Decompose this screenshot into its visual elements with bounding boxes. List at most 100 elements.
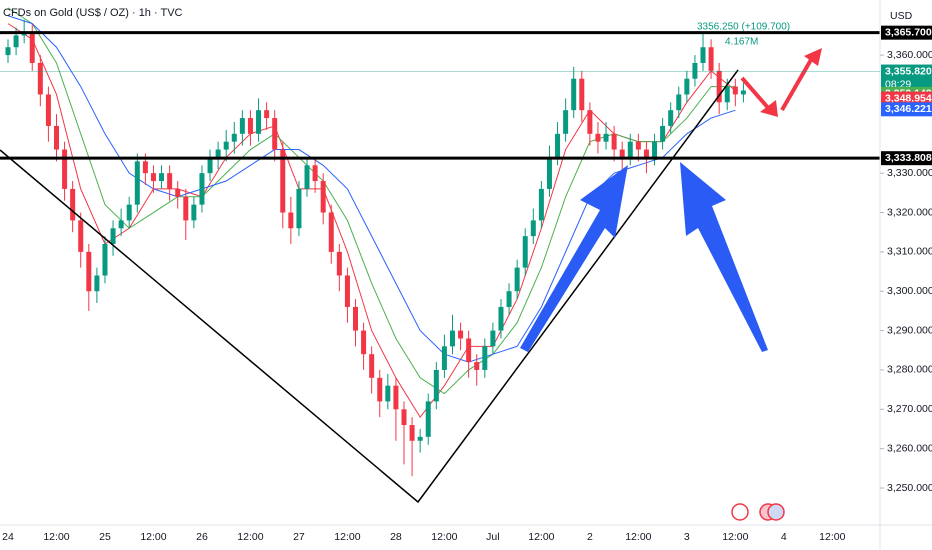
candle-body bbox=[417, 436, 423, 441]
candle-body bbox=[29, 31, 35, 63]
plot-area bbox=[5, 7, 746, 477]
level-tag bbox=[881, 25, 932, 40]
candle-body bbox=[344, 275, 350, 307]
candle-body bbox=[377, 377, 383, 402]
x-tick-label: 12:00 bbox=[140, 531, 166, 543]
candle-body bbox=[118, 220, 124, 229]
x-tick-label: 12:00 bbox=[528, 531, 554, 543]
x-tick-label: 26 bbox=[196, 531, 208, 543]
blue-arrow bbox=[680, 162, 768, 352]
candle-body bbox=[142, 161, 148, 174]
candle-body bbox=[474, 362, 480, 370]
candle-body bbox=[401, 409, 407, 426]
candle-body bbox=[490, 330, 496, 347]
candle-body bbox=[385, 385, 391, 402]
candle-body bbox=[482, 346, 488, 370]
y-tick-label: 3,310.000 bbox=[887, 246, 932, 258]
red-arrow bbox=[740, 76, 772, 112]
candle-body bbox=[708, 47, 714, 71]
candle-body bbox=[134, 161, 140, 205]
candle-body bbox=[652, 141, 658, 158]
candle-body bbox=[425, 401, 431, 437]
event-icon[interactable] bbox=[731, 503, 749, 521]
price-tag bbox=[881, 91, 932, 106]
y-tick-label: 3,260.000 bbox=[887, 442, 932, 454]
candle-body bbox=[595, 133, 601, 142]
x-tick-label: 2 bbox=[587, 531, 593, 543]
candle-body bbox=[724, 86, 730, 103]
candle-body bbox=[167, 173, 173, 189]
candle-body bbox=[183, 196, 189, 221]
candle-body bbox=[78, 220, 84, 252]
candle-body bbox=[587, 110, 593, 134]
candle-body bbox=[94, 275, 100, 292]
candle-body bbox=[361, 330, 367, 355]
candle-body bbox=[530, 220, 536, 237]
x-tick-label: 25 bbox=[99, 531, 111, 543]
candle-body bbox=[466, 338, 472, 363]
candle-body bbox=[684, 78, 690, 95]
candle-body bbox=[336, 251, 342, 276]
x-tick-label: 4 bbox=[781, 531, 787, 543]
x-tick-label: 12:00 bbox=[625, 531, 651, 543]
candle-body bbox=[506, 291, 512, 307]
candle-body bbox=[207, 157, 213, 174]
candle-body bbox=[458, 330, 464, 339]
candle-body bbox=[716, 70, 722, 103]
candle-body bbox=[546, 157, 552, 189]
candle-body bbox=[86, 251, 92, 292]
event-icon[interactable] bbox=[767, 503, 785, 521]
candle-body bbox=[264, 110, 270, 119]
ma-line bbox=[7, 15, 736, 363]
y-tick-label: 3,330.000 bbox=[887, 167, 932, 179]
candle-body bbox=[732, 86, 738, 95]
blue-arrow bbox=[520, 165, 628, 352]
trend-line bbox=[0, 69, 739, 504]
annotation: 3356.250 (+109.700) bbox=[697, 22, 790, 33]
candle-body bbox=[627, 141, 633, 158]
candle-body bbox=[231, 133, 237, 142]
level-tag bbox=[881, 151, 932, 166]
annotation: 4.167M bbox=[725, 37, 758, 48]
red-arrow-head bbox=[760, 100, 778, 117]
candle-body bbox=[635, 141, 641, 150]
candle-body bbox=[53, 125, 59, 150]
candle-body bbox=[740, 90, 746, 95]
candle-body bbox=[256, 110, 262, 134]
x-tick-label: 12:00 bbox=[431, 531, 457, 543]
y-tick-label: 3,270.000 bbox=[887, 403, 932, 415]
y-tick-label: 3,300.000 bbox=[887, 285, 932, 297]
candle-body bbox=[441, 346, 447, 370]
candle-body bbox=[563, 110, 569, 134]
candle-body bbox=[353, 306, 359, 331]
x-tick-label: 12:00 bbox=[819, 531, 845, 543]
candle-body bbox=[102, 244, 108, 276]
x-tick-label: 12:00 bbox=[237, 531, 263, 543]
candle-body bbox=[611, 133, 617, 150]
candle-body bbox=[700, 47, 706, 63]
candle-body bbox=[571, 78, 577, 111]
red-arrow-head bbox=[804, 48, 822, 66]
candle-body bbox=[312, 165, 318, 182]
y-tick-label: 3,250.000 bbox=[887, 482, 932, 494]
candle-body bbox=[692, 62, 698, 79]
candle-body bbox=[37, 62, 43, 95]
candle-body bbox=[304, 165, 310, 189]
candle-body bbox=[676, 94, 682, 111]
candle-body bbox=[175, 188, 181, 197]
price-tag-label: 3,348.954 bbox=[885, 92, 932, 104]
y-tick-label: 3,360.000 bbox=[887, 49, 932, 61]
candle-body bbox=[223, 141, 229, 150]
x-tick-label: 12:00 bbox=[43, 531, 69, 543]
candle-body bbox=[296, 188, 302, 229]
candle-body bbox=[660, 125, 666, 142]
candle-body bbox=[538, 188, 544, 221]
y-tick-label: 3,280.000 bbox=[887, 364, 932, 376]
red-arrow bbox=[780, 57, 814, 111]
candle-body bbox=[288, 212, 294, 229]
candle-body bbox=[668, 110, 674, 126]
y-tick-label: 3,320.000 bbox=[887, 206, 932, 218]
candle-body bbox=[643, 149, 649, 158]
candle-body bbox=[369, 354, 375, 378]
